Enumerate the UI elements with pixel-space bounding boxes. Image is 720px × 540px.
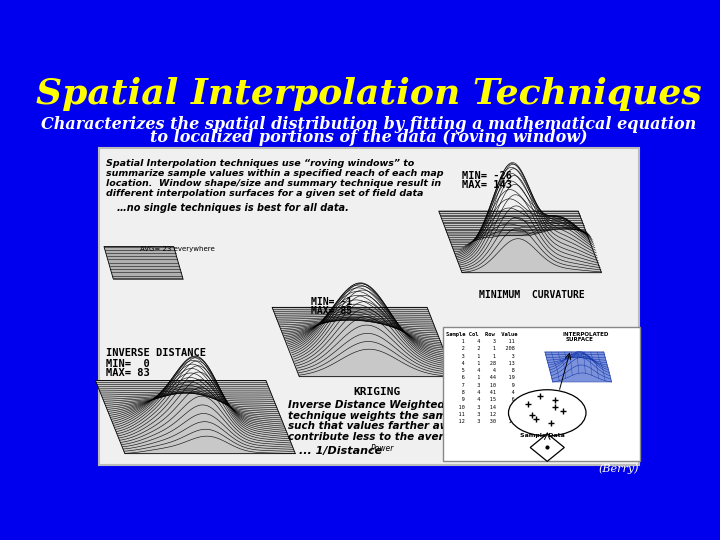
Text: MIN= -1: MIN= -1 (311, 298, 352, 307)
Text: such that values farther away: such that values farther away (287, 421, 462, 431)
Polygon shape (438, 211, 601, 273)
Text: 6    1   44    19: 6 1 44 19 (446, 375, 515, 381)
Text: INVERSE DISTANCE: INVERSE DISTANCE (106, 348, 205, 358)
Text: 1    4    3    11: 1 4 3 11 (446, 339, 515, 344)
Text: MIN=  0: MIN= 0 (106, 359, 149, 369)
Text: MAX= 85: MAX= 85 (311, 306, 352, 316)
Text: to localized portions of the data (roving window): to localized portions of the data (rovin… (150, 130, 588, 146)
Text: 8    4   41     4: 8 4 41 4 (446, 390, 515, 395)
Text: contribute less to the average: contribute less to the average (287, 432, 464, 442)
Polygon shape (545, 352, 611, 382)
Text: 10    3   14     8: 10 3 14 8 (446, 405, 515, 410)
Text: (Berry): (Berry) (598, 464, 639, 475)
Text: 3    1    1     3: 3 1 1 3 (446, 354, 515, 359)
Text: INTERPOLATED: INTERPOLATED (563, 332, 609, 337)
Text: MAX= 83: MAX= 83 (106, 368, 149, 378)
Text: Spatial Interpolation Techniques: Spatial Interpolation Techniques (36, 77, 702, 111)
Text: technique weights the samples: technique weights the samples (287, 410, 470, 421)
Text: MIN= -26: MIN= -26 (462, 171, 512, 181)
Text: KRIGING: KRIGING (353, 387, 400, 397)
Text: Characterizes the spatial distribution by fitting a mathematical equation: Characterizes the spatial distribution b… (41, 116, 697, 133)
Text: …no single techniques is best for all data.: …no single techniques is best for all da… (117, 204, 349, 213)
Polygon shape (104, 247, 183, 279)
Text: ... 1/Distance: ... 1/Distance (300, 446, 382, 456)
Text: MINIMUM  CURVATURE: MINIMUM CURVATURE (479, 289, 585, 300)
FancyBboxPatch shape (443, 327, 640, 461)
Ellipse shape (508, 390, 586, 436)
Text: 12    3   30    14: 12 3 30 14 (446, 420, 515, 424)
Polygon shape (272, 307, 454, 377)
Polygon shape (96, 381, 295, 454)
Text: location.  Window shape/size and summary technique result in: location. Window shape/size and summary … (106, 179, 441, 188)
Text: 9    4   15     6: 9 4 15 6 (446, 397, 515, 402)
Text: Sample Col  Row  Value: Sample Col Row Value (446, 332, 517, 337)
Text: Spatial Interpolation techniques use “roving windows” to: Spatial Interpolation techniques use “ro… (106, 159, 414, 168)
Text: MAX= 143: MAX= 143 (462, 179, 512, 190)
Text: different interpolation surfaces for a given set of field data: different interpolation surfaces for a g… (106, 189, 423, 198)
Text: Power: Power (371, 444, 394, 454)
FancyBboxPatch shape (99, 148, 639, 465)
Text: AVG= 23 everywhere: AVG= 23 everywhere (140, 246, 215, 252)
Text: Sample Data: Sample Data (520, 433, 565, 438)
Polygon shape (530, 434, 564, 461)
Text: SURFACE: SURFACE (566, 336, 594, 342)
Text: 4    1   28    13: 4 1 28 13 (446, 361, 515, 366)
Text: 5    4    4     8: 5 4 4 8 (446, 368, 515, 373)
Text: summarize sample values within a specified reach of each map: summarize sample values within a specifi… (106, 168, 443, 178)
Text: 11    3   12    18: 11 3 12 18 (446, 412, 515, 417)
Text: 7    3   10     9: 7 3 10 9 (446, 383, 515, 388)
Text: 2    2    1   208: 2 2 1 208 (446, 346, 515, 351)
Text: Inverse Distance Weighted (IDW): Inverse Distance Weighted (IDW) (287, 400, 482, 410)
